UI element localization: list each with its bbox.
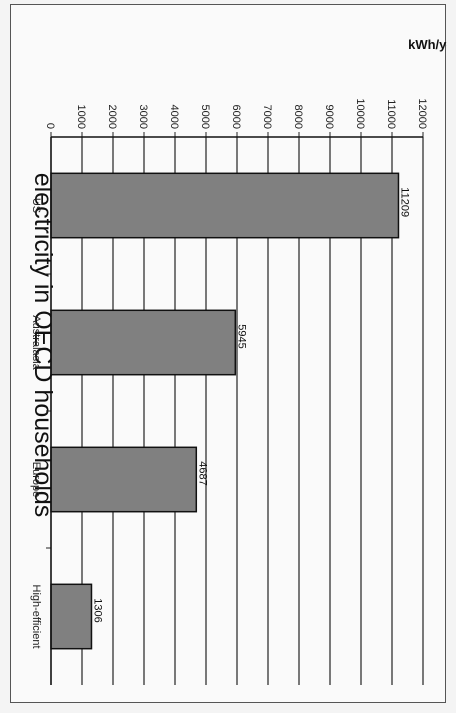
y-tick-label: 6000 (230, 105, 242, 129)
x-category-label: Australasia (30, 315, 42, 370)
y-tick-label: 12000 (416, 98, 428, 129)
data-label: 4687 (196, 461, 208, 485)
bar (50, 309, 237, 376)
y-tick-label: 1000 (75, 105, 87, 129)
y-tick-label: 9000 (323, 105, 335, 129)
x-category-label: Europe (30, 462, 42, 497)
bar (50, 446, 198, 513)
y-tick-label: 8000 (292, 105, 304, 129)
y-tick-label: 11000 (385, 99, 397, 129)
x-axis: US Australasia Europe High-efficient (30, 136, 423, 685)
bar (50, 172, 400, 239)
y-tick-label: 10000 (354, 98, 366, 129)
y-axis-title: kWh/year (408, 37, 447, 52)
x-category-label: High-efficient (30, 585, 42, 649)
data-label: 11209 (398, 187, 410, 217)
data-label: 5945 (235, 324, 247, 348)
bar-chart: electricity in OECD households kWh/year … (29, 37, 447, 685)
y-tick-label: 7000 (261, 105, 273, 129)
y-tick-label: 3000 (137, 105, 149, 129)
bar (50, 583, 93, 650)
x-category-label: US (30, 198, 42, 213)
y-tick-label: 4000 (168, 105, 180, 129)
y-axis-ticks: 0 1000 2000 3000 4000 5000 6000 7000 8000 9000 100… (44, 98, 428, 137)
bars (50, 172, 400, 650)
y-tick-label: 2000 (106, 105, 118, 129)
chart-frame: electricity in OECD households kWh/year … (10, 4, 447, 703)
y-tick-label: 5000 (199, 105, 211, 129)
data-labels: 11209 5945 4687 1306 (91, 187, 410, 622)
data-label: 1306 (91, 598, 103, 622)
y-tick-label: 0 (44, 123, 56, 129)
